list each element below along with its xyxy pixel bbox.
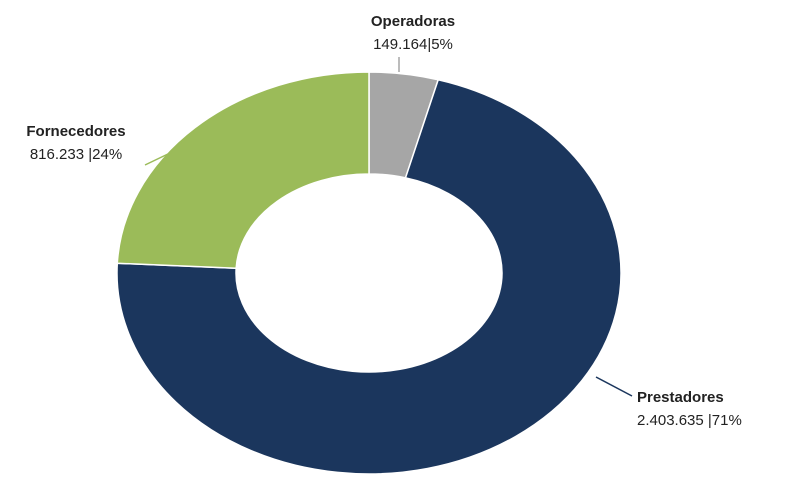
donut-slice — [116, 71, 370, 269]
slice-name: Fornecedores — [26, 123, 125, 140]
value-label: 816.233 |24% — [30, 146, 122, 163]
value-label: 149.164|5% — [373, 36, 453, 53]
slice-name: Prestadores — [637, 389, 724, 406]
donut-slice — [116, 78, 622, 475]
slice-name: Operadoras — [371, 13, 455, 30]
leader-line — [144, 152, 171, 166]
value-label: 2.403.635 |71% — [637, 412, 742, 429]
leader-line — [595, 376, 633, 397]
